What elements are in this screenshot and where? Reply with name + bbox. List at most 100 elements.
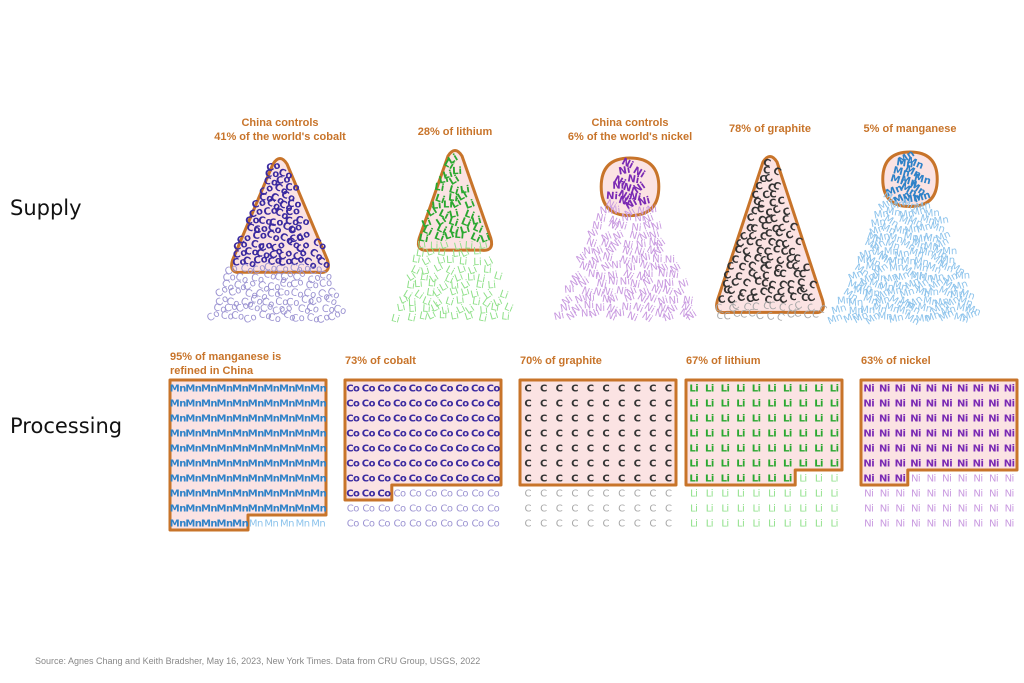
symbol-china: Ni: [926, 444, 937, 455]
symbol-china: Ni: [617, 195, 632, 209]
symbol-china: C: [634, 429, 641, 440]
symbol-china: Mn: [185, 399, 201, 410]
symbol-china: Mn: [201, 429, 217, 440]
symbol-world: Mn: [874, 294, 892, 309]
symbol-china: Ni: [626, 173, 640, 186]
symbol-china: Mn: [263, 489, 279, 500]
symbol-china: Li: [721, 474, 730, 485]
symbol-world: Li: [396, 302, 406, 314]
symbol-world: C: [556, 504, 563, 515]
symbol-world: Ni: [633, 246, 646, 260]
symbol-china: C: [749, 223, 758, 235]
symbol-world: Ni: [612, 229, 626, 243]
symbol-china: Mn: [185, 384, 201, 395]
symbol-world: Co: [277, 288, 290, 299]
symbol-china: C: [776, 278, 788, 291]
symbol-world: Co: [440, 504, 452, 515]
symbol-china: Li: [420, 224, 434, 238]
symbol-world: Ni: [880, 489, 889, 500]
symbol-world: C: [603, 519, 610, 530]
symbol-world: Ni: [575, 251, 590, 266]
symbol-world: C: [571, 519, 578, 530]
symbol-china: Ni: [988, 399, 999, 410]
symbol-china: Ni: [1004, 429, 1015, 440]
symbol-world: Ni: [586, 227, 600, 241]
symbol-china: C: [806, 292, 818, 305]
symbol-china: Co: [377, 414, 391, 425]
symbol-china: Li: [437, 208, 451, 222]
symbol-world: C: [730, 300, 740, 313]
symbol-world: Ni: [638, 259, 652, 273]
symbol-china: Co: [487, 444, 501, 455]
symbol-china: C: [735, 271, 743, 283]
symbol-world: Ni: [591, 245, 605, 259]
symbol-china: C: [764, 215, 772, 227]
processing-label-nickel-line: 63% of nickel: [861, 355, 931, 367]
symbol-world: Ni: [625, 262, 636, 274]
symbol-world: Li: [475, 279, 485, 291]
symbol-world: Li: [753, 489, 760, 500]
symbol-world: Mn: [897, 214, 915, 230]
symbol-china: Co: [440, 414, 454, 425]
symbol-china: Mn: [217, 399, 233, 410]
symbol-china: Li: [442, 169, 454, 182]
symbol-china: Li: [830, 444, 839, 455]
symbol-china: Li: [752, 444, 761, 455]
symbol-china: Mn: [248, 489, 264, 500]
china-share-region-nickel: [859, 378, 1019, 487]
symbol-china: Li: [767, 384, 776, 395]
symbol-china: Mn: [185, 429, 201, 440]
symbol-china: Co: [471, 474, 485, 485]
symbol-world: Ni: [911, 489, 920, 500]
symbol-china: Ni: [973, 429, 984, 440]
symbol-china: Mn: [279, 399, 295, 410]
symbol-world: Co: [362, 519, 374, 530]
symbol-china: Co: [346, 384, 360, 395]
symbol-world: Li: [492, 296, 504, 309]
symbol-china: Mn: [896, 157, 914, 170]
symbol-world: Ni: [564, 284, 575, 296]
symbol-world: C: [727, 302, 737, 314]
symbol-china: Co: [362, 414, 376, 425]
symbol-world: C: [755, 310, 766, 323]
symbol-china: Ni: [619, 156, 635, 171]
symbol-world: Mn: [888, 312, 905, 326]
symbol-world: Li: [420, 265, 431, 278]
symbol-china: Ni: [957, 399, 968, 410]
symbol-china: Mn: [217, 384, 233, 395]
symbol-china: C: [556, 474, 563, 485]
symbol-china: C: [634, 444, 641, 455]
symbol-world: Li: [784, 519, 791, 530]
symbol-china: Ni: [895, 459, 906, 470]
symbol-china: Mn: [232, 429, 248, 440]
symbol-world: Co: [456, 519, 468, 530]
symbol-world: Ni: [604, 302, 618, 317]
symbol-world: C: [751, 301, 760, 313]
symbol-china: C: [763, 294, 773, 307]
symbol-world: Li: [446, 255, 455, 267]
symbol-world: Mn: [955, 302, 972, 316]
symbol-world: Li: [490, 302, 500, 314]
symbol-china: Mn: [310, 489, 326, 500]
symbol-china: C: [799, 269, 807, 280]
symbol-world: Mn: [900, 197, 918, 213]
symbol-china: Co: [471, 414, 485, 425]
supply-label-cobalt: China controls 41% of the world's cobalt: [214, 116, 346, 144]
symbol-world: C: [571, 504, 578, 515]
symbol-china: C: [634, 399, 641, 410]
symbol-world: Ni: [895, 519, 904, 530]
symbol-world: Li: [706, 519, 713, 530]
symbol-world: Li: [478, 240, 489, 253]
symbol-world: Mn: [899, 208, 916, 221]
symbol-china: Li: [783, 429, 792, 440]
symbol-china: C: [765, 228, 773, 239]
symbol-china: C: [587, 444, 594, 455]
symbol-world: Co: [308, 263, 324, 277]
symbol-china: C: [746, 212, 756, 225]
symbol-china: Li: [814, 399, 823, 410]
symbol-china: Co: [253, 223, 269, 236]
symbol-china: Ni: [895, 384, 906, 395]
china-share-region-graphite: [715, 155, 825, 315]
symbol-china: Mn: [170, 459, 186, 470]
symbol-china: Li: [705, 414, 714, 425]
